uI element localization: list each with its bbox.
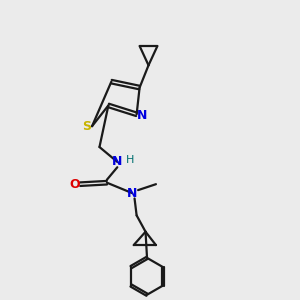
Text: O: O — [70, 178, 80, 191]
Text: S: S — [82, 120, 91, 133]
Text: N: N — [137, 109, 147, 122]
Text: N: N — [112, 155, 122, 168]
Text: H: H — [126, 154, 134, 164]
Text: N: N — [127, 187, 137, 200]
